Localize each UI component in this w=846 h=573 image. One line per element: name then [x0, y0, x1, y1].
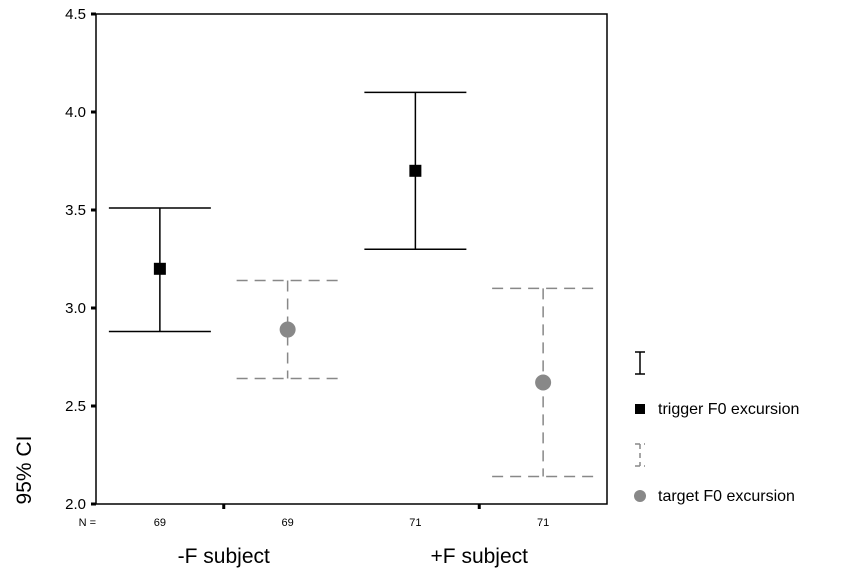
y-tick-label: 3.0: [65, 300, 86, 317]
chart-marks: 69 71 69 71: [108, 91, 595, 529]
legend-marker-square: [635, 404, 645, 414]
mean-marker-circle: [279, 321, 296, 338]
y-tick-label: 2.0: [65, 496, 86, 513]
y-tick-label: 4.0: [65, 104, 86, 121]
y-tick-label: 2.5: [65, 398, 86, 415]
x-axis: -F subject +F subject: [178, 504, 528, 568]
plot-frame: [95, 13, 608, 505]
legend-label: target F0 excursion: [658, 488, 795, 505]
n-count-label: 69: [282, 517, 294, 529]
x-category-label: +F subject: [431, 545, 529, 568]
x-category-label: -F subject: [178, 545, 270, 568]
mean-marker-square: [409, 164, 422, 177]
n-count-label: 71: [409, 517, 421, 529]
legend-label: trigger F0 excursion: [658, 401, 799, 418]
mean-marker-square: [153, 262, 166, 275]
y-axis-label: 95% CI: [13, 436, 36, 505]
legend-marker-circle: [634, 490, 646, 502]
n-prefix: N =: [79, 517, 96, 529]
n-count-label: 69: [154, 517, 166, 529]
mean-marker-circle: [535, 374, 552, 391]
y-axis: 2.0 2.5 3.0 3.5 4.0 4.5: [65, 6, 96, 513]
n-count-label: 71: [537, 517, 549, 529]
y-tick-label: 3.5: [65, 202, 86, 219]
y-tick-label: 4.5: [65, 6, 86, 23]
legend: trigger F0 excursion target F0 excursion: [634, 351, 799, 505]
